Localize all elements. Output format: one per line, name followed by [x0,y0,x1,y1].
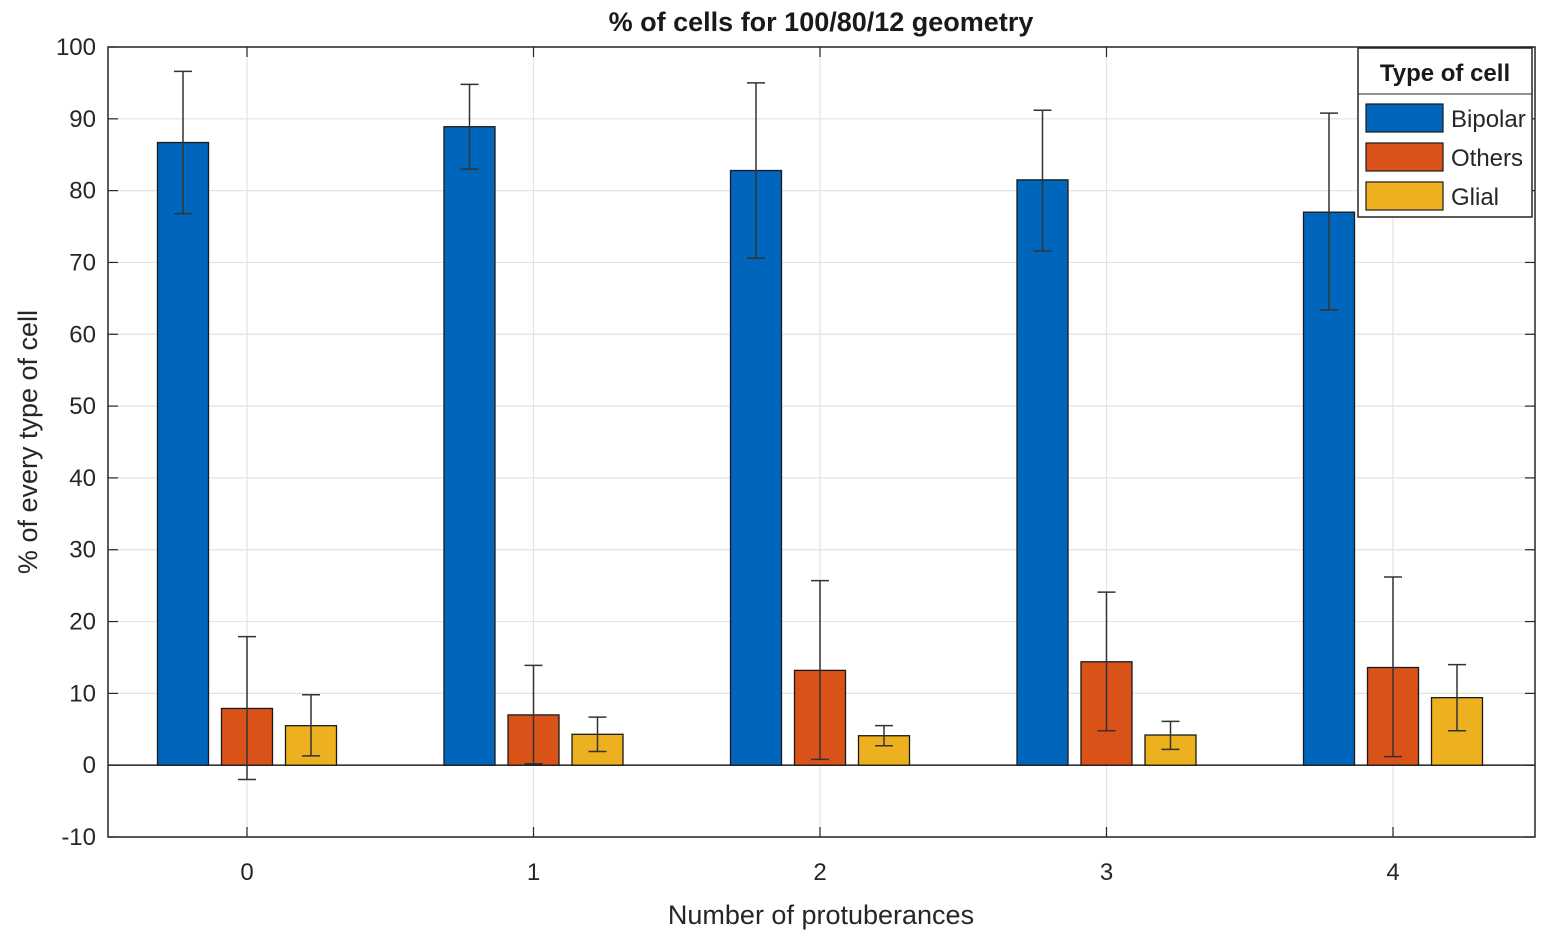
y-tick-label: -10 [61,824,96,851]
legend-label-others: Others [1451,145,1523,172]
y-axis-label: % of every type of cell [13,310,43,574]
plot-frame [107,46,1536,838]
bar-bipolar-3 [1016,179,1069,766]
legend-title: Type of cell [1380,60,1510,87]
x-tick-label: 0 [240,859,253,886]
x-tick-label: 2 [813,859,826,886]
y-tick-label: 50 [69,393,96,420]
y-tick-label: 0 [83,752,96,779]
legend-label-bipolar: Bipolar [1451,106,1526,133]
y-tick-label: 20 [69,609,96,636]
y-tick-label: 10 [69,680,96,707]
legend-swatch-bipolar [1365,103,1444,133]
y-axis-ticks: -10 0 10 20 30 40 50 60 70 80 90 100 [56,34,1535,851]
x-tick-label: 3 [1100,859,1113,886]
x-tick-label: 4 [1386,859,1399,886]
y-tick-label: 30 [69,537,96,564]
chart-title: % of cells for 100/80/12 geometry [609,7,1034,37]
x-axis-label: Number of protuberances [668,900,974,930]
y-tick-label: 60 [69,321,96,348]
legend-label-glial: Glial [1451,184,1499,211]
bar-bipolar-0 [156,141,210,766]
x-tick-label: 1 [527,859,540,886]
y-tick-label: 90 [69,106,96,133]
error-bars [174,70,1466,781]
bar-bipolar-2 [729,169,783,766]
y-tick-label: 100 [56,34,96,61]
y-tick-label: 80 [69,178,96,205]
bar-bipolar-1 [443,126,496,766]
legend-swatch-others [1365,142,1444,172]
legend-swatch-glial [1365,181,1444,211]
legend: Type of cell Bipolar Others Glial [1357,47,1533,218]
x-axis-ticks: 0 1 2 3 4 [240,47,1400,886]
y-tick-label: 70 [69,249,96,276]
y-tick-label: 40 [69,465,96,492]
